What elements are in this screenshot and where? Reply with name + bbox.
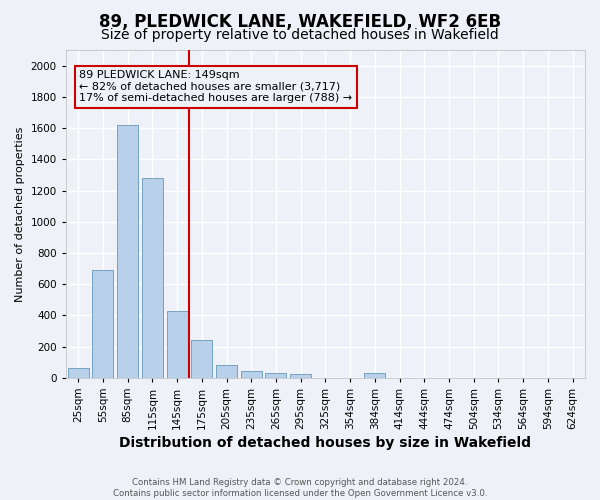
Bar [241,371,262,378]
Bar [191,340,212,378]
Bar [142,178,163,378]
Bar [117,125,138,378]
Bar [68,368,89,378]
Text: 89, PLEDWICK LANE, WAKEFIELD, WF2 6EB: 89, PLEDWICK LANE, WAKEFIELD, WF2 6EB [99,12,501,30]
Bar [167,311,188,378]
X-axis label: Distribution of detached houses by size in Wakefield: Distribution of detached houses by size … [119,436,532,450]
Y-axis label: Number of detached properties: Number of detached properties [15,126,25,302]
Text: Contains HM Land Registry data © Crown copyright and database right 2024.
Contai: Contains HM Land Registry data © Crown c… [113,478,487,498]
Bar [290,374,311,378]
Bar [216,366,237,378]
Bar [265,373,286,378]
Text: Size of property relative to detached houses in Wakefield: Size of property relative to detached ho… [101,28,499,42]
Bar [92,270,113,378]
Text: 89 PLEDWICK LANE: 149sqm
← 82% of detached houses are smaller (3,717)
17% of sem: 89 PLEDWICK LANE: 149sqm ← 82% of detach… [79,70,353,104]
Bar [364,373,385,378]
